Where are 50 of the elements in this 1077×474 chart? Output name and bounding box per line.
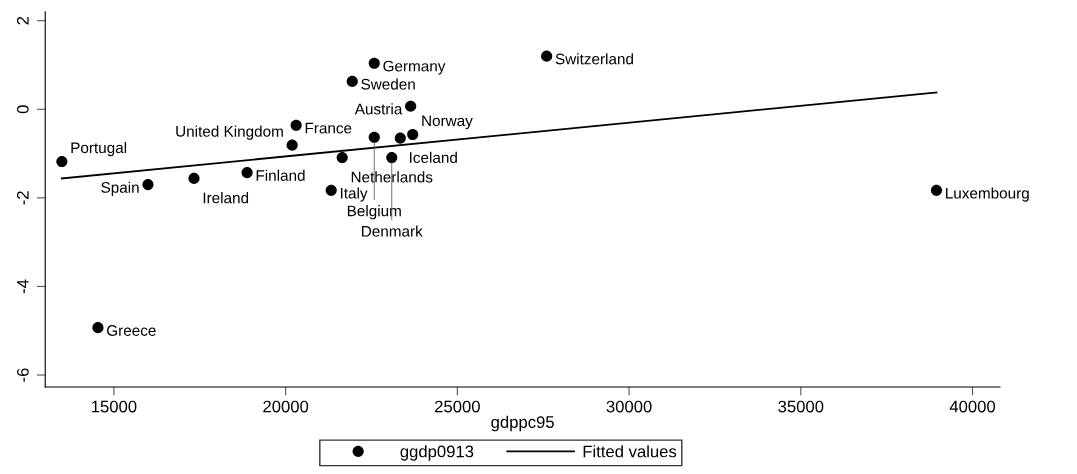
x-tick-label: 15000 — [92, 400, 137, 413]
point — [241, 167, 253, 179]
annotation: Finland — [256, 169, 305, 181]
point — [92, 322, 104, 334]
x-tick-label: 25000 — [435, 400, 480, 413]
x-tick-label: 30000 — [606, 400, 652, 413]
point — [346, 75, 358, 87]
point — [188, 172, 200, 184]
point — [405, 100, 417, 112]
legend-label: Fitted values — [583, 445, 677, 458]
annotation: Greece — [107, 325, 156, 336]
annotation: Italy — [340, 187, 368, 202]
point — [325, 184, 337, 196]
annotation: Sweden — [361, 78, 415, 90]
legend-label: ggdp0913 — [400, 445, 474, 461]
annotation: Portugal — [71, 141, 127, 157]
annotation: Spain — [101, 181, 139, 196]
annotation: Denmark — [362, 225, 423, 237]
point — [290, 119, 302, 131]
x-axis-title: gdppc95 — [491, 415, 554, 432]
annotation: Norway — [422, 115, 473, 130]
annotation: Germany — [383, 60, 446, 75]
y-tick-label: -2 — [16, 191, 29, 205]
annotation: Iceland — [410, 151, 457, 164]
y-tick-label: -6 — [16, 368, 29, 382]
point — [336, 152, 348, 164]
annotation: Belgium — [347, 205, 401, 220]
point — [541, 50, 553, 62]
annotation: United Kingdom — [176, 125, 283, 140]
y-tick-label: 0 — [16, 105, 29, 114]
annotation: Luxembourg — [946, 187, 1029, 202]
annotation: Austria — [354, 103, 403, 115]
point — [394, 132, 406, 144]
y-tick-label: 2 — [16, 16, 29, 25]
point — [368, 57, 380, 69]
x-tick-label: 40000 — [949, 400, 996, 413]
y-tick-label: -4 — [17, 279, 29, 294]
point — [142, 179, 154, 191]
annotation: Netherlands — [351, 171, 433, 183]
point — [56, 156, 68, 168]
point — [407, 128, 419, 141]
point — [386, 152, 398, 164]
x-tick-label: 35000 — [778, 400, 824, 413]
annotation: Ireland — [203, 192, 249, 204]
point — [286, 139, 298, 151]
point — [930, 184, 943, 196]
point — [368, 131, 380, 143]
x-tick-label: 20000 — [263, 400, 309, 413]
annotation: France — [305, 122, 352, 134]
annotation: Switzerland — [555, 53, 633, 65]
